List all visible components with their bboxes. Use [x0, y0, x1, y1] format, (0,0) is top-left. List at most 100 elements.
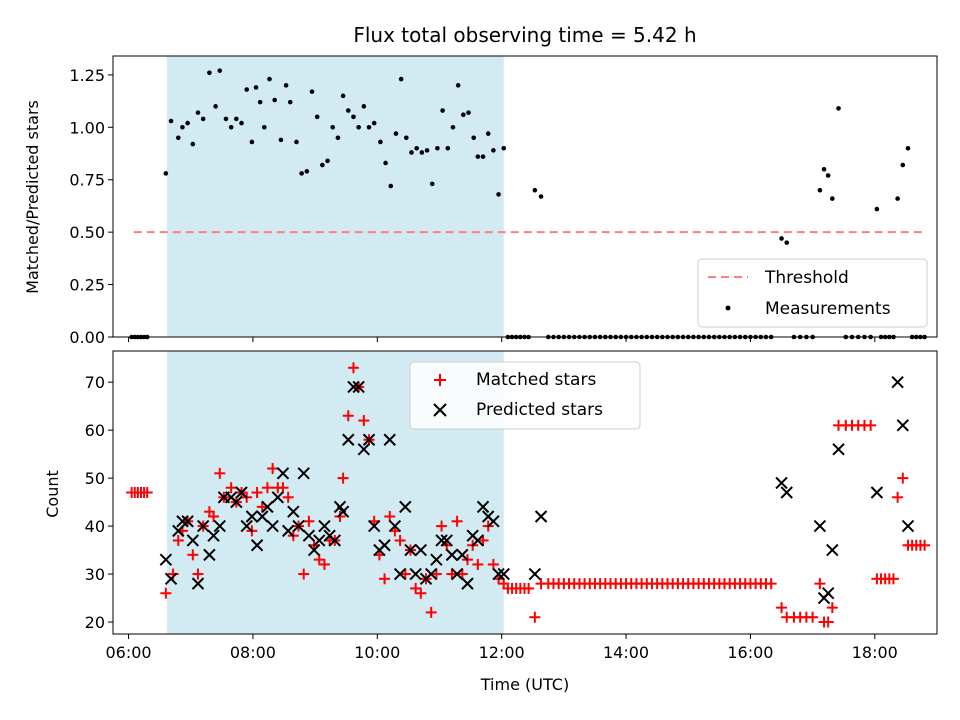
predicted-star-point: [445, 548, 459, 562]
measurement-point: [223, 116, 229, 122]
matched-star-point: [214, 467, 226, 479]
predicted-star-points: [159, 375, 915, 605]
matched-star-point: [342, 410, 354, 422]
predicted-star-point: [832, 443, 845, 456]
legend-predicted-label: Predicted stars: [476, 400, 603, 420]
matched-star-point: [822, 616, 834, 628]
legend-box: [409, 361, 641, 430]
measurement-point: [309, 89, 315, 94]
matched-star-point: [282, 491, 294, 503]
predicted-star-point: [230, 495, 243, 509]
y-tick-label: 30: [85, 565, 105, 584]
predicted-star-point: [191, 577, 205, 590]
y-axis-label-count: Count: [43, 470, 62, 518]
measurement-point: [299, 171, 304, 176]
chart-title: Flux total observing time = 5.42 h: [353, 23, 696, 47]
legend-matched-label: Matched stars: [476, 370, 596, 390]
measurement-point: [388, 183, 394, 189]
y-ticks-ratio: 0.00 0.25 0.50 0.75 1.00 1.25: [69, 66, 113, 347]
y-tick-label: 0.00: [69, 328, 105, 347]
x-tick-label: 06:00: [105, 643, 151, 662]
measurement-point: [283, 83, 289, 88]
measurement-point: [905, 145, 911, 151]
y-tick-label: 60: [85, 421, 105, 440]
predicted-star-point: [424, 567, 438, 581]
predicted-star-point: [409, 567, 422, 581]
measurement-point: [435, 145, 440, 151]
predicted-star-point: [414, 543, 428, 557]
matched-star-point: [892, 491, 904, 503]
count-panel: Count Time (UTC) 20 30 40 50 60 70 06:00 08:00…: [43, 350, 938, 694]
matched-star-point: [208, 510, 220, 522]
measurement-point: [163, 171, 169, 176]
measurement-point: [836, 106, 841, 111]
matched-star-point: [807, 611, 819, 623]
matched-star-point: [141, 487, 153, 498]
predicted-star-point: [476, 500, 490, 514]
y-tick-label: 70: [85, 373, 105, 392]
measurement-point: [335, 135, 341, 141]
predicted-star-point: [302, 529, 316, 542]
measurement-point: [821, 166, 827, 172]
predicted-star-point: [487, 515, 500, 528]
predicted-star-point: [461, 577, 474, 590]
measurement-point: [239, 120, 244, 126]
predicted-star-point: [240, 519, 253, 533]
measurement-point: [779, 236, 784, 241]
predicted-star-point: [399, 500, 412, 514]
predicted-star-point: [307, 543, 321, 557]
legend-bottom: Matched stars Predicted stars: [409, 361, 641, 430]
predicted-star-point: [292, 519, 305, 533]
x-ticks-time: 06:00 08:00 10:00 12:00 14:00 16:00 18:00: [105, 634, 898, 662]
measurement-point: [480, 154, 486, 159]
matched-star-point: [277, 482, 289, 494]
legend-matched-swatch: [434, 374, 446, 386]
measurement-point: [267, 76, 272, 82]
measurement-point: [538, 194, 544, 199]
measurement-point: [450, 124, 456, 130]
y-ticks-count: 20 30 40 50 60 70: [85, 373, 113, 632]
measurement-point: [345, 108, 351, 113]
matched-star-point: [384, 510, 396, 522]
predicted-star-point: [891, 375, 904, 389]
measurement-point: [366, 124, 372, 130]
predicted-star-point: [821, 587, 835, 600]
predicted-star-point: [328, 534, 342, 547]
predicted-star-point: [176, 515, 189, 528]
ratio-panel: Flux total observing time = 5.42 h Match…: [23, 23, 938, 347]
matched-star-point: [776, 602, 788, 614]
matched-star-point: [865, 419, 877, 431]
measurement-point: [393, 131, 399, 136]
matched-star-point: [187, 549, 199, 561]
matched-star-point: [436, 520, 448, 532]
x-tick-label: 16:00: [727, 643, 773, 662]
matched-star-point: [303, 515, 315, 527]
measurement-points: [129, 68, 927, 340]
predicted-star-point: [172, 524, 185, 538]
predicted-star-point: [276, 467, 290, 480]
measurement-point: [895, 196, 900, 201]
predicted-star-point: [534, 510, 548, 523]
y-tick-label: 0.25: [69, 276, 105, 295]
legend-measurements-label: Measurements: [765, 299, 891, 319]
matched-star-point: [410, 582, 422, 594]
predicted-star-point: [435, 534, 448, 547]
matched-star-point: [814, 578, 826, 590]
matched-star-point: [430, 568, 442, 580]
measurement-point: [200, 116, 206, 122]
measurement-point: [419, 150, 425, 155]
predicted-star-point: [357, 443, 371, 456]
matched-star-point: [529, 611, 541, 623]
x-axis-label: Time (UTC): [480, 675, 569, 694]
measurement-point: [217, 68, 223, 73]
measurement-point: [234, 116, 239, 122]
measurement-point: [175, 135, 181, 141]
measurement-point: [207, 70, 212, 76]
measurement-point: [330, 124, 336, 130]
measurement-point: [325, 158, 330, 164]
predicted-star-point: [393, 567, 407, 581]
x-ticks-ratio: [128, 337, 876, 342]
predicted-star-point: [492, 567, 505, 581]
matched-star-point: [451, 515, 463, 527]
